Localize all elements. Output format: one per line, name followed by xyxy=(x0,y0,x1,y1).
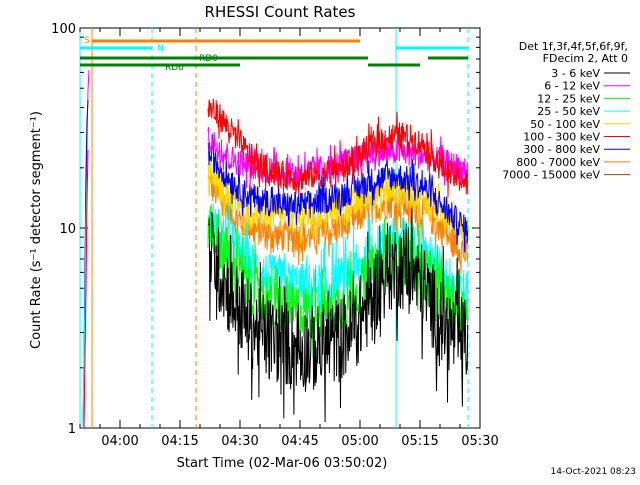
legend-header: FDecim 2, Att 0 xyxy=(543,52,628,65)
series-line xyxy=(207,133,469,253)
footer-date: 14-Oct-2021 08:23 xyxy=(551,467,636,477)
x-tick-label: 04:15 xyxy=(161,434,198,449)
flag-label: N xyxy=(157,44,164,54)
flag-label: RD0 xyxy=(199,54,218,64)
legend-label: 300 - 800 keV xyxy=(523,143,600,156)
x-tick-label: 04:30 xyxy=(221,434,258,449)
x-tick-label: 04:00 xyxy=(101,434,138,449)
legend-header: Det 1f,3f,4f,5f,6f,9f, xyxy=(519,40,628,53)
series-line xyxy=(207,98,469,198)
x-tick-label: 05:30 xyxy=(461,434,498,449)
series-line xyxy=(207,201,469,327)
series-line xyxy=(207,208,469,423)
legend-label: 6 - 12 keV xyxy=(544,80,600,93)
y-tick-label: 1 xyxy=(68,422,76,437)
legend: Det 1f,3f,4f,5f,6f,9f,FDecim 2, Att 0 3 -… xyxy=(502,40,630,182)
legend-label: 100 - 300 keV xyxy=(523,131,600,144)
x-tick-label: 04:45 xyxy=(281,434,318,449)
plot-layer: 04:00 04:15 04:30 04:45 05:00 05:15 05:30 1 10 10… xyxy=(51,22,499,449)
legend-label: 7000 - 15000 keV xyxy=(502,169,600,182)
y-tick-label: 10 xyxy=(59,222,76,237)
series-spike xyxy=(83,149,89,429)
y-axis-label: Count Rate (s⁻¹ detector segment⁻¹) xyxy=(29,111,44,349)
legend-label: 50 - 100 keV xyxy=(530,118,600,131)
legend-label: 25 - 50 keV xyxy=(537,105,600,118)
x-axis-label: Start Time (02-Mar-06 03:50:02) xyxy=(177,456,388,471)
y-tick-label: 100 xyxy=(51,22,76,37)
legend-label: 800 - 7000 keV xyxy=(516,156,600,169)
flag-label: RD6 xyxy=(165,63,184,73)
flag-label: S xyxy=(84,36,90,46)
x-tick-label: 05:15 xyxy=(401,434,438,449)
chart-title: RHESSI Count Rates xyxy=(205,3,356,21)
x-tick-label: 05:00 xyxy=(341,434,378,449)
legend-label: 3 - 6 keV xyxy=(551,67,600,80)
legend-label: 12 - 25 keV xyxy=(537,92,600,105)
